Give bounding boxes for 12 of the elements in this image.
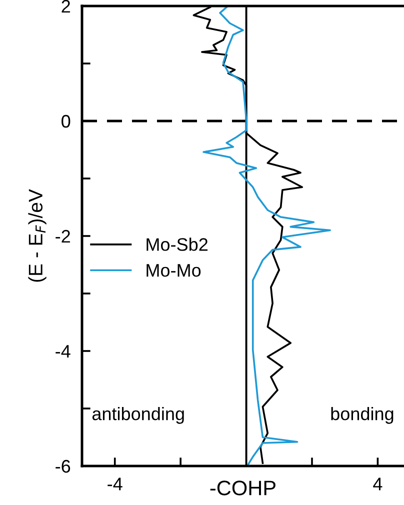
y-tick-label: 0 xyxy=(62,114,70,128)
legend-label: Mo-Mo xyxy=(146,264,201,277)
x-tick-label: 4 xyxy=(373,478,382,490)
y-tick-label: -4 xyxy=(56,345,70,358)
y-tick-label: -2 xyxy=(56,230,70,243)
annotation: antibonding xyxy=(92,406,184,424)
annotation: bonding xyxy=(331,406,394,424)
x-axis-title: -COHP xyxy=(210,480,276,496)
legend-label: Mo-Sb2 xyxy=(146,238,208,251)
y-axis-title: (E - E$_{F}$)/eV xyxy=(28,189,46,282)
y-tick-label: 2 xyxy=(62,0,70,13)
y-tick-label: -6 xyxy=(56,460,70,473)
